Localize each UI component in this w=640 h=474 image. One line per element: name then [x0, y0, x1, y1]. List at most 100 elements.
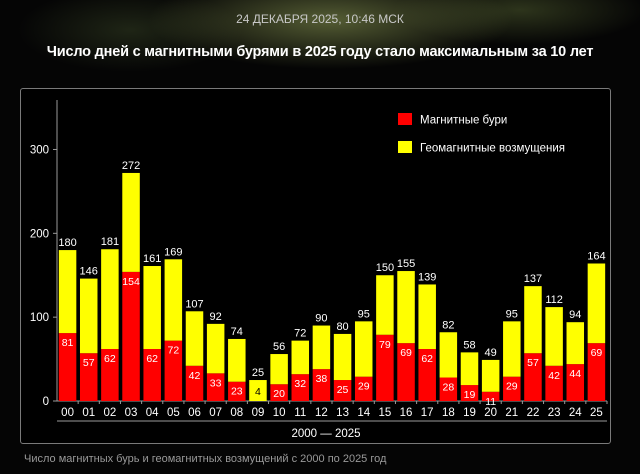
y-axis-ticks: 0 100 200 300 [30, 144, 57, 408]
x-tick-label-17: 17 [421, 407, 434, 419]
storm-label-17: 62 [421, 353, 433, 365]
bar-disturbances-07 [206, 323, 225, 374]
total-label-25: 164 [587, 251, 605, 263]
bar-storms-12 [312, 369, 331, 401]
x-tick-label-25: 25 [590, 407, 603, 419]
bar-storms-13 [333, 380, 352, 401]
article-date: 24 ДЕКАБРЯ 2025, 10:46 МСК [236, 12, 404, 26]
bar-storms-02 [101, 349, 119, 401]
bar-disturbances-18 [439, 332, 458, 378]
storm-label-11: 32 [294, 378, 306, 390]
storm-label-20: 11 [485, 396, 496, 408]
storm-label-06: 42 [189, 370, 201, 382]
bar-disturbances-01 [79, 278, 98, 354]
storm-label-19: 19 [464, 389, 476, 401]
bar-storms-10 [270, 384, 288, 401]
bar-storms-19 [460, 385, 479, 401]
bar-disturbances-06 [185, 311, 204, 366]
storm-label-25: 69 [591, 347, 603, 359]
total-label-20: 49 [485, 347, 497, 359]
bar-disturbances-08 [228, 338, 246, 382]
storm-label-02: 62 [104, 353, 116, 365]
bar-disturbances-10 [270, 354, 288, 385]
x-tick-label-11: 11 [294, 407, 306, 419]
bar-disturbances-03 [122, 172, 140, 272]
total-label-15: 150 [376, 262, 394, 274]
bar-storms-07 [206, 373, 225, 401]
bar-storms-00 [58, 333, 77, 401]
total-label-08: 74 [231, 326, 243, 338]
x-axis-label: 2000 — 2025 [291, 428, 360, 440]
total-label-02: 181 [101, 236, 119, 248]
total-label-13: 80 [336, 321, 348, 333]
bar-storms-20 [481, 391, 500, 401]
storm-label-22: 57 [527, 357, 539, 369]
y-tick-label: 200 [30, 228, 49, 240]
bar-disturbances-11 [291, 340, 310, 375]
storm-label-03: 154 [122, 276, 140, 288]
storm-label-21: 29 [506, 381, 518, 393]
chart-data-labels: 1808114657181622721541616216972107429233… [58, 160, 605, 408]
x-tick-label-10: 10 [273, 407, 286, 419]
bar-storms-14 [354, 376, 373, 401]
bar-disturbances-21 [503, 321, 521, 377]
x-tick-label-09: 09 [252, 407, 265, 419]
bar-disturbances-12 [312, 325, 331, 370]
bar-disturbances-09 [249, 380, 267, 401]
storm-label-07: 33 [210, 377, 222, 389]
bar-storms-01 [79, 353, 98, 401]
storm-label-15: 79 [379, 339, 391, 351]
bar-storms-08 [228, 381, 246, 401]
bar-storms-25 [587, 343, 606, 401]
total-label-05: 169 [164, 246, 182, 258]
bar-storms-05 [164, 340, 183, 401]
total-label-18: 82 [442, 319, 454, 331]
x-tick-label-21: 21 [505, 407, 518, 419]
total-label-06: 107 [185, 298, 203, 310]
total-label-14: 95 [358, 308, 370, 320]
x-tick-label-07: 07 [209, 407, 222, 419]
bar-storms-17 [418, 349, 436, 401]
bar-disturbances-24 [566, 322, 585, 365]
x-tick-label-24: 24 [569, 407, 582, 419]
x-axis-ticks: 00 01 02 03 04 05 06 07 08 09 10 11 12 13 14 15 16 17 18 19… [61, 401, 608, 419]
bar-disturbances-14 [354, 321, 373, 377]
page-title: Число дней с магнитными бурями в 2025 го… [46, 44, 594, 60]
bar-disturbances-13 [333, 333, 352, 381]
total-label-10: 56 [273, 341, 285, 353]
bar-chart: 1808114657181622721541616216972107429233… [30, 100, 608, 440]
bar-storms-15 [376, 334, 394, 401]
bar-storms-24 [566, 364, 585, 401]
storm-label-16: 69 [400, 347, 412, 359]
x-tick-label-06: 06 [188, 407, 201, 419]
x-axis-label-group: 2000 — 2025 [57, 420, 607, 440]
bar-storms-04 [143, 349, 161, 401]
bar-disturbances-19 [460, 352, 479, 386]
storm-label-09: 4 [255, 386, 261, 398]
storm-label-12: 38 [316, 373, 328, 385]
x-tick-label-04: 04 [146, 407, 159, 419]
total-label-23: 112 [545, 294, 563, 306]
bar-storms-03 [122, 271, 140, 401]
bar-storms-22 [524, 353, 542, 401]
x-tick-label-03: 03 [125, 407, 138, 419]
legend-swatch-storms [398, 113, 412, 125]
storm-label-23: 42 [548, 370, 560, 382]
total-label-11: 72 [294, 328, 306, 340]
total-label-04: 161 [143, 253, 161, 265]
total-label-00: 180 [58, 237, 76, 249]
bar-disturbances-23 [545, 307, 563, 366]
bar-disturbances-16 [397, 271, 415, 344]
legend-label-disturbances: Геомагнитные возмущения [420, 143, 565, 155]
chart-legend: Магнитные бури Геомагнитные возмущения [398, 113, 565, 155]
x-tick-label-02: 02 [103, 407, 116, 419]
y-tick-label: 100 [30, 312, 49, 324]
storm-label-10: 20 [273, 388, 285, 400]
x-tick-label-01: 01 [82, 407, 95, 419]
x-tick-label-12: 12 [315, 407, 328, 419]
bar-storms-18 [439, 377, 458, 401]
total-label-21: 95 [506, 308, 518, 320]
bar-disturbances-15 [376, 275, 394, 335]
total-label-01: 146 [80, 266, 98, 278]
storm-label-05: 72 [168, 345, 180, 357]
